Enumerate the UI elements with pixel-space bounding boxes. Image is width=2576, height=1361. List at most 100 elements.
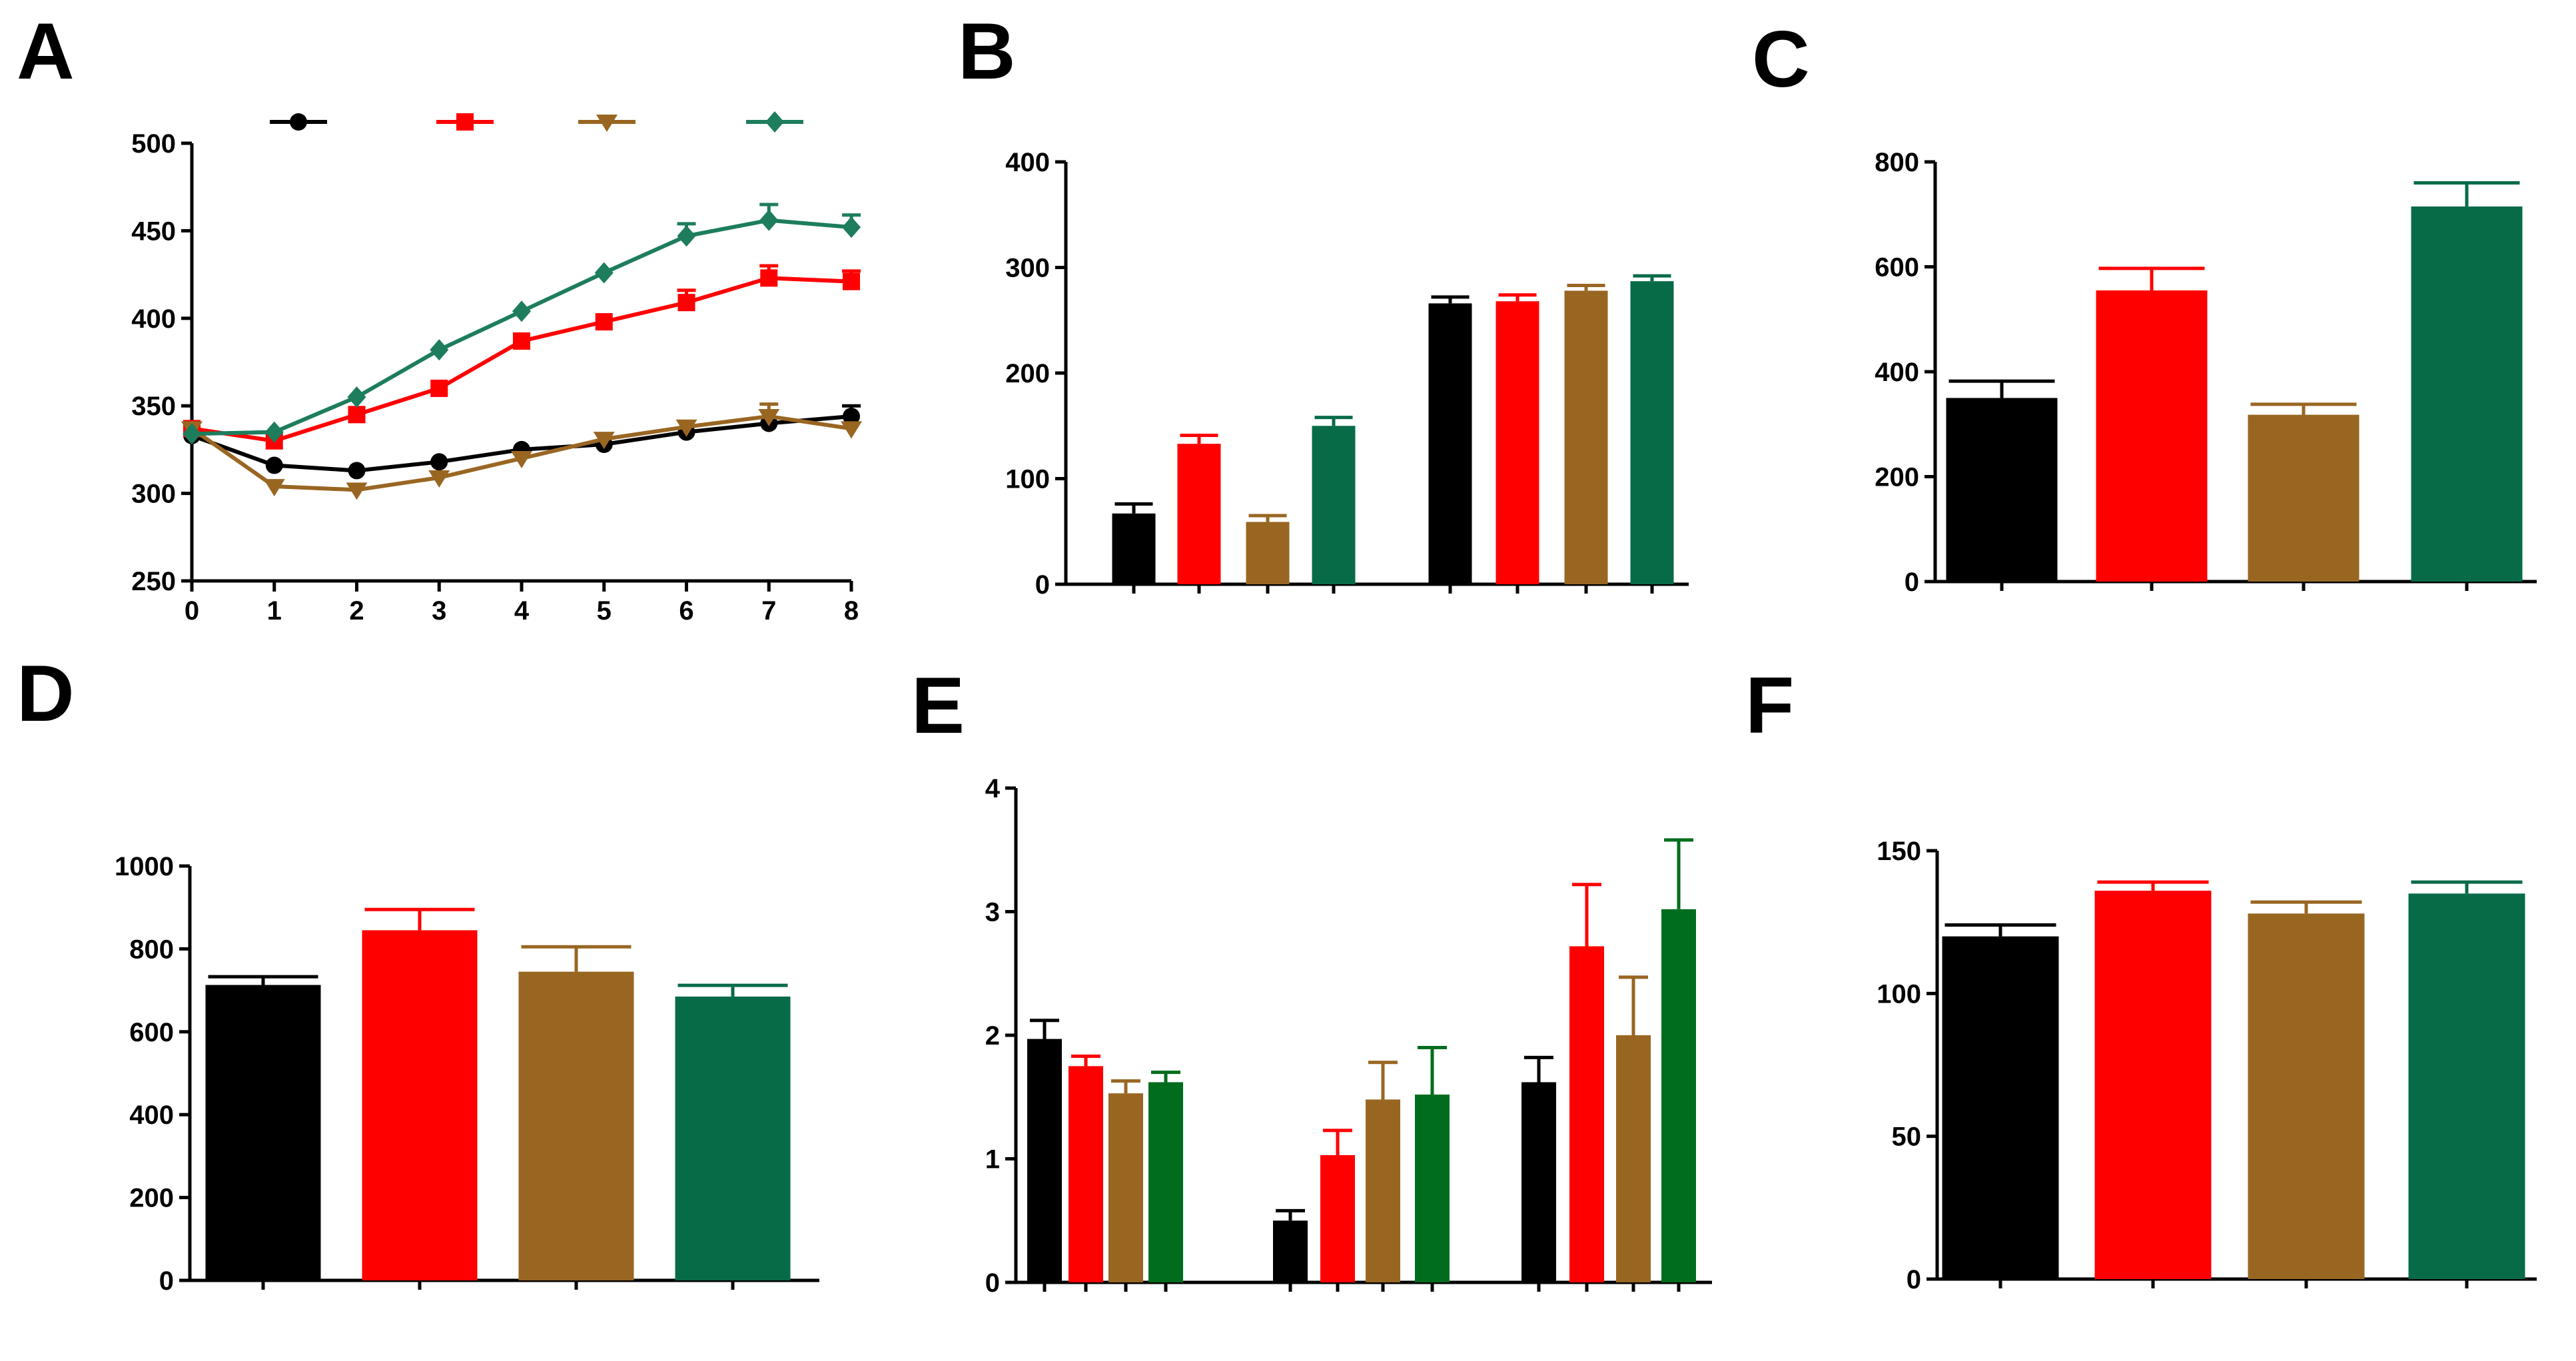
panel-label-f: F — [1745, 661, 1794, 750]
panel-e: 0 1 2 3 4 — [985, 774, 1712, 1298]
bar-hm — [675, 996, 791, 1280]
data-point-hd — [841, 421, 862, 439]
legend-item-hd — [578, 115, 636, 132]
data-point-hm — [594, 262, 614, 284]
bar-c — [1112, 513, 1156, 584]
data-point-hm — [842, 217, 861, 238]
y-tick-label: 200 — [1875, 463, 1919, 492]
data-point-hd — [675, 419, 697, 437]
bar-hm — [2411, 206, 2523, 582]
y-tick-label: 200 — [1005, 359, 1050, 388]
x-tick-label: 0 — [185, 596, 199, 626]
y-tick-label: 250 — [131, 567, 176, 596]
bar-h — [1320, 1154, 1355, 1282]
data-point-c — [430, 453, 448, 471]
y-tick-label: 800 — [129, 935, 174, 964]
bar-group-2 — [1273, 1046, 1450, 1292]
y-tick-label: 4 — [985, 774, 1001, 803]
x-tick-label: 7 — [761, 596, 776, 626]
y-tick-label: 300 — [131, 480, 176, 509]
bar-h — [1177, 444, 1221, 584]
y-tick-label: 1 — [985, 1145, 1000, 1174]
panel-label-e: E — [911, 661, 965, 750]
bar-c — [1942, 936, 2059, 1279]
bar-hm — [1661, 909, 1696, 1282]
panel-label-b: B — [958, 7, 1016, 96]
y-tick-label: 0 — [985, 1268, 1000, 1298]
y-tick-label: 450 — [131, 217, 176, 246]
legend-item-c — [270, 113, 327, 131]
data-point-h — [595, 313, 613, 331]
bar-hd — [518, 971, 634, 1280]
bar-hd — [1246, 522, 1290, 584]
y-tick-label: 400 — [1005, 148, 1050, 177]
y-tick-label: 50 — [1892, 1123, 1922, 1152]
legend-marker — [765, 111, 784, 133]
y-tick-label: 150 — [1877, 837, 1921, 866]
x-tick-label: 4 — [514, 596, 530, 626]
panel-a: 250 300 350 400 450 500 0 1 2 3 4 5 6 7 8 — [131, 111, 862, 626]
x-tick-label: 6 — [679, 596, 693, 626]
y-tick-label: 0 — [1907, 1265, 1921, 1294]
bar-h — [2094, 891, 2212, 1279]
y-tick-label: 100 — [1005, 465, 1050, 494]
data-point-hd — [428, 470, 450, 488]
bar-hd — [1108, 1093, 1143, 1282]
x-tick-label: 5 — [597, 596, 612, 626]
bar-group-1 — [1112, 416, 1356, 594]
bar-hm — [1415, 1095, 1450, 1282]
series-line-hm — [191, 218, 852, 436]
bar-hm — [1630, 281, 1674, 584]
bar-group-1 — [1027, 1019, 1183, 1292]
y-tick-label: 0 — [1905, 568, 1919, 597]
data-point-hd — [346, 482, 368, 500]
bar-hd — [2248, 414, 2360, 582]
panel-label-c: C — [1752, 15, 1810, 104]
data-point-hm — [677, 225, 696, 247]
bar-c — [205, 985, 321, 1280]
data-point-hd — [263, 479, 285, 497]
bar-hm — [1148, 1082, 1183, 1282]
panel-c: 0 200 400 600 800 — [1875, 148, 2537, 597]
legend-item-hm — [746, 111, 803, 133]
y-tick-label: 2 — [985, 1021, 1000, 1051]
legend-marker — [456, 113, 474, 131]
data-point-hd — [511, 451, 532, 469]
y-tick-label: 0 — [159, 1266, 174, 1296]
bar-h — [1496, 301, 1539, 584]
data-point-hd — [593, 432, 615, 450]
y-tick-label: 800 — [1875, 148, 1919, 177]
bar-c — [1428, 303, 1472, 584]
bar-hd — [2248, 913, 2365, 1279]
data-point-h — [843, 272, 860, 290]
bar-hm — [1312, 426, 1356, 584]
y-tick-label: 500 — [131, 129, 176, 159]
series-hm — [183, 203, 861, 445]
bar-h — [1069, 1066, 1103, 1282]
data-point-hd — [758, 408, 780, 426]
data-point-hm — [183, 423, 201, 445]
data-point-hm — [264, 421, 284, 443]
data-point-h — [677, 294, 695, 312]
bar-hd — [1366, 1099, 1400, 1282]
data-point-c — [265, 456, 283, 474]
y-tick-label: 100 — [1877, 979, 1921, 1009]
bar-c — [1521, 1082, 1556, 1282]
x-tick-label: 2 — [349, 596, 364, 626]
series-h — [183, 264, 861, 450]
bar-c — [1946, 398, 2058, 582]
data-point-h — [348, 406, 366, 424]
data-point-h — [760, 269, 778, 287]
data-point-hm — [430, 339, 449, 361]
bar-group-2 — [1428, 274, 1674, 594]
panel-label-d: D — [17, 649, 75, 738]
bar-h — [2096, 290, 2208, 582]
bar-group-1 — [1946, 181, 2523, 591]
bar-c — [1027, 1039, 1062, 1282]
bar-hd — [1616, 1035, 1651, 1282]
y-tick-label: 600 — [129, 1018, 174, 1047]
bar-group-1 — [205, 907, 791, 1290]
data-point-hm — [347, 386, 366, 408]
bar-c — [1273, 1220, 1308, 1282]
bar-hm — [2408, 893, 2525, 1279]
